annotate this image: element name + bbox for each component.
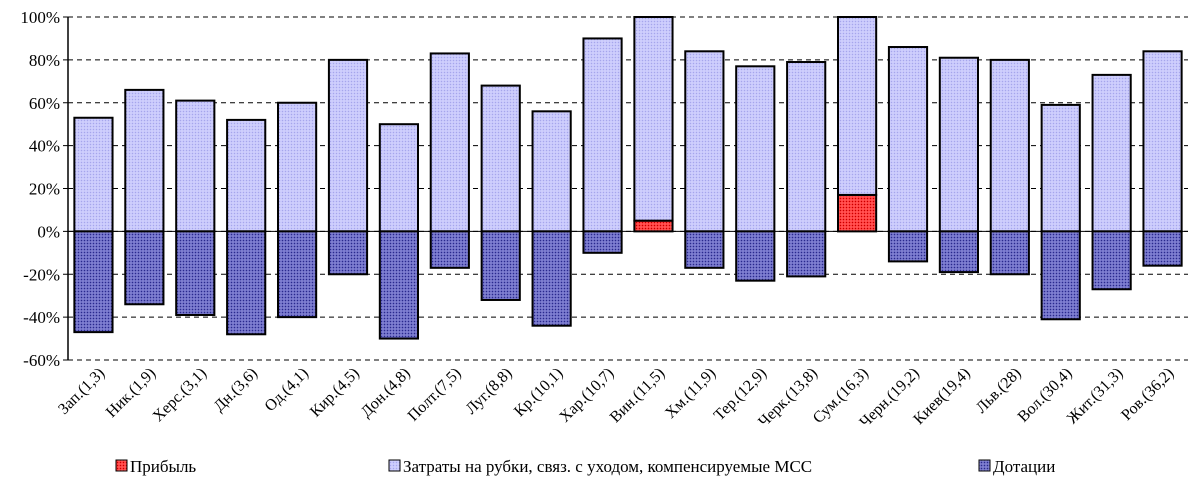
- x-tick-label: Льв.(28): [973, 365, 1025, 417]
- costs-bar: [73, 116, 114, 233]
- x-tick-label: Вин.(11,5): [607, 365, 668, 426]
- costs-bar: [429, 52, 470, 233]
- costs-bar: [378, 123, 419, 233]
- costs-bar: [277, 101, 318, 233]
- x-tick-label: Херс.(3,1): [150, 365, 210, 425]
- legend-swatch: [978, 459, 991, 472]
- profit-bar: [837, 193, 878, 233]
- costs-bar: [684, 50, 725, 233]
- costs-bar: [226, 118, 267, 233]
- legend-label: Затраты на рубки, связ. с уходом, компен…: [403, 457, 812, 476]
- y-tick-label: 60%: [29, 94, 60, 113]
- subsidies-bar: [887, 230, 929, 263]
- costs-bar: [989, 58, 1030, 233]
- subsidies-bar: [124, 230, 165, 306]
- subsidies-bar: [226, 230, 267, 336]
- profit-bar: [633, 219, 674, 233]
- y-tick-label: 40%: [29, 137, 60, 156]
- y-tick-label: 80%: [29, 51, 60, 70]
- x-tick-label: Жит.(31,3): [1064, 365, 1126, 427]
- legend-label: Дотации: [993, 457, 1055, 476]
- subsidies-bar: [1040, 230, 1081, 321]
- subsidies-bar: [175, 230, 216, 316]
- costs-bar: [633, 16, 674, 222]
- subsidies-bar: [327, 230, 369, 276]
- legend-swatch: [388, 459, 401, 472]
- costs-bar: [887, 46, 929, 233]
- costs-bar: [1040, 103, 1081, 233]
- costs-bar: [735, 65, 776, 233]
- x-tick-label: Кир.(4,5): [307, 365, 363, 421]
- subsidies-bar: [684, 230, 725, 269]
- subsidies-bar: [531, 230, 572, 327]
- costs-bar: [938, 56, 979, 233]
- y-tick-label: -20%: [23, 265, 60, 284]
- y-axis-ticks: 100% 80% 60% 40% 20% 0% -20% -40% -60%: [20, 8, 68, 370]
- costs-bar: [175, 99, 216, 233]
- bars: [73, 16, 1183, 340]
- subsidies-bar: [429, 230, 470, 269]
- y-tick-label: 0%: [37, 222, 60, 241]
- subsidies-bar: [1142, 230, 1183, 267]
- subsidies-bar: [378, 230, 419, 340]
- costs-bar: [124, 88, 165, 233]
- x-tick-label: Ров.(36,2): [1118, 365, 1177, 424]
- x-tick-label: Дн.(3,6): [211, 365, 261, 415]
- costs-bar: [582, 37, 623, 233]
- x-tick-label: Зап.(1,3): [55, 365, 108, 418]
- x-axis-ticks: Зап.(1,3)Ник.(1,9)Херс.(3,1) Дн.(3,6) Од.(…: [55, 365, 1177, 431]
- costs-bar: [480, 84, 521, 233]
- subsidies-bar: [786, 230, 827, 278]
- subsidies-bar: [735, 230, 776, 282]
- legend: Прибыль Затраты на рубки, связ. с уходом,…: [115, 457, 1055, 476]
- axes: [67, 17, 1188, 360]
- subsidies-bar: [938, 230, 979, 274]
- subsidies-bar: [73, 230, 114, 334]
- y-tick-label: 20%: [29, 180, 60, 199]
- legend-label: Прибыль: [130, 457, 196, 476]
- costs-bar: [1091, 73, 1132, 233]
- y-tick-label: -60%: [23, 351, 60, 370]
- x-tick-label: Од.(4,1): [262, 365, 312, 415]
- costs-bar: [327, 58, 369, 233]
- costs-bar: [786, 61, 827, 233]
- y-tick-label: 100%: [20, 8, 60, 27]
- costs-bar: [1142, 50, 1183, 233]
- subsidies-bar: [1091, 230, 1132, 291]
- subsidies-bar: [277, 230, 318, 319]
- legend-swatch: [115, 459, 128, 472]
- costs-bar: [837, 16, 878, 196]
- x-tick-label: Луг.(8,8): [463, 365, 516, 418]
- x-tick-label: Полт.(7,5): [405, 365, 465, 425]
- y-tick-label: -40%: [23, 308, 60, 327]
- subsidies-bar: [989, 230, 1030, 276]
- subsidies-bar: [480, 230, 521, 301]
- costs-bar: [531, 110, 572, 233]
- subsidies-bar: [582, 230, 623, 254]
